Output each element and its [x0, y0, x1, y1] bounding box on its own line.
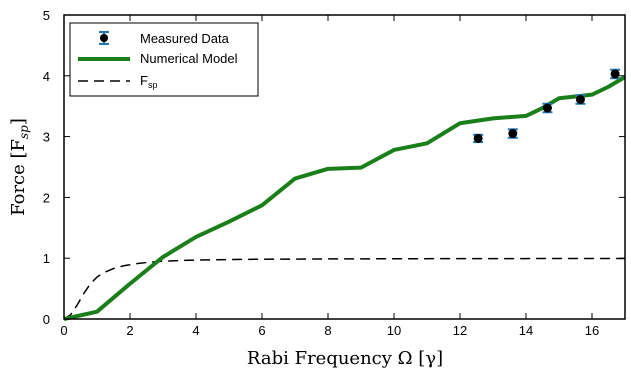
legend: Measured Data Numerical Model Fsp	[69, 22, 259, 97]
y-tick-label: 5	[43, 8, 50, 23]
plot-area	[63, 68, 627, 321]
x-tick-label: 16	[585, 323, 599, 338]
legend-label-fsp: Fsp	[140, 73, 157, 90]
x-tick-label: 8	[324, 323, 331, 338]
plot-frame	[63, 14, 626, 320]
y-axis-label-close: ]	[8, 118, 29, 125]
legend-item-measured: Measured Data	[99, 31, 230, 46]
data-marker	[542, 103, 552, 113]
data-marker	[473, 133, 483, 143]
measured-data-point	[507, 128, 518, 139]
measured-data-point	[542, 102, 553, 114]
x-tick-label: 14	[519, 323, 533, 338]
legend-label-measured: Measured Data	[140, 31, 230, 46]
data-marker	[508, 129, 518, 139]
legend-label-fsp-main: F	[140, 73, 148, 88]
legend-label-fsp-sub: sp	[148, 80, 158, 90]
legend-marker-symbol	[100, 34, 108, 42]
x-axis-label: Rabi Frequency Ω [γ]	[247, 348, 443, 369]
y-tick-label: 4	[43, 69, 50, 84]
x-tick-label: 12	[453, 323, 467, 338]
data-marker	[575, 95, 585, 105]
x-tick-label: 4	[192, 323, 199, 338]
y-tick-label: 3	[43, 130, 50, 145]
x-tick-label: 10	[387, 323, 401, 338]
y-tick-label: 0	[43, 312, 50, 327]
legend-label-model: Numerical Model	[140, 51, 238, 66]
measured-data-point	[575, 94, 586, 105]
legend-item-model: Numerical Model	[78, 51, 238, 66]
y-axis-label-sub: sp	[17, 125, 31, 139]
x-tick-label: 2	[126, 323, 133, 338]
x-tick-label: 6	[258, 323, 265, 338]
x-tick-label: 0	[60, 323, 67, 338]
y-tick-label: 2	[43, 190, 50, 205]
measured-data-point	[473, 133, 484, 144]
legend-item-fsp: Fsp	[78, 73, 157, 90]
y-axis-label-main: Force [F	[8, 139, 29, 216]
numerical-model-line	[63, 75, 627, 321]
y-axis-label: Force [Fsp]	[8, 118, 31, 216]
y-tick-label: 1	[43, 251, 50, 266]
measured-data-point	[610, 68, 621, 80]
data-marker	[610, 69, 620, 79]
